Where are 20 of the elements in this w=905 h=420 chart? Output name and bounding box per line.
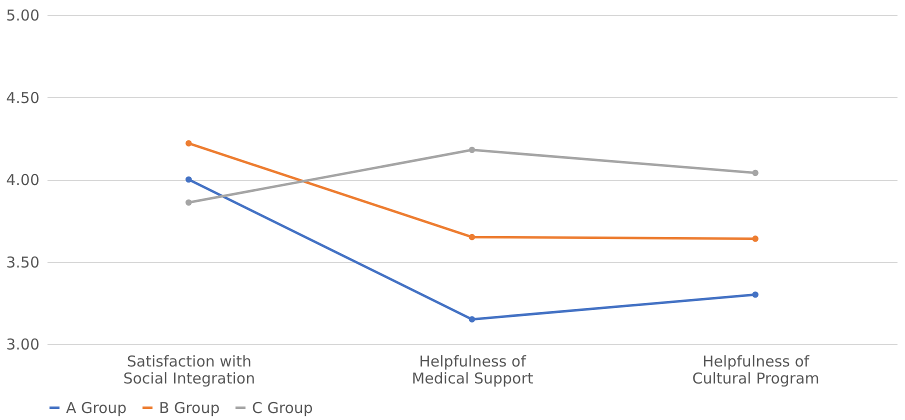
x-tick-label: Helpfulness of Cultural Program: [692, 352, 820, 388]
y-tick-label: 4.00: [6, 171, 40, 189]
y-tick-label: 4.50: [6, 88, 40, 107]
point: [468, 146, 476, 154]
point: [468, 316, 476, 322]
y-tick-label: 3.00: [6, 336, 40, 354]
point: [752, 170, 758, 176]
legend-label: A Group: [66, 398, 127, 417]
x-tick-label: Helpfulness of Medical Support: [412, 352, 534, 388]
y-tick-label: 5.00: [6, 6, 40, 24]
point: [186, 140, 192, 146]
legend-label: C Group: [252, 398, 313, 417]
point: [752, 291, 758, 298]
x-tick-label: Satisfaction with Social Integration: [123, 352, 256, 388]
legend-label: B Group: [159, 398, 220, 417]
point: [468, 234, 476, 240]
point: [186, 199, 192, 206]
point: [752, 236, 758, 242]
point: [186, 176, 192, 183]
y-tick-label: 3.50: [6, 253, 40, 272]
